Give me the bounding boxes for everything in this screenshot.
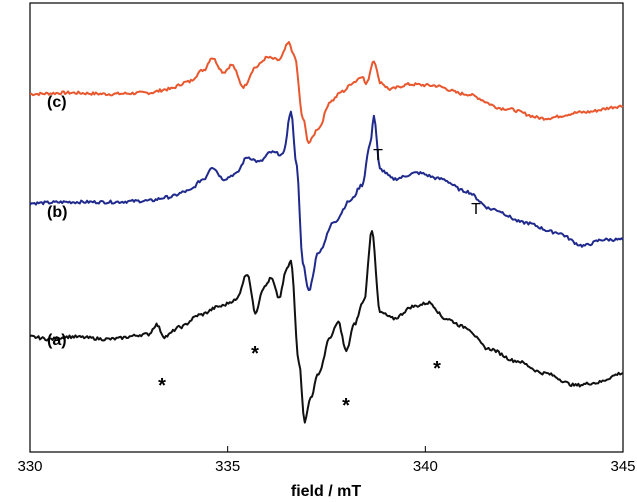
peak-annotations: T T * * * * bbox=[158, 147, 481, 417]
series-label: (c) bbox=[47, 94, 67, 111]
series-line bbox=[29, 41, 624, 144]
series-line bbox=[29, 230, 624, 424]
series-lines bbox=[29, 41, 624, 424]
asterisk-marker: * bbox=[433, 358, 441, 380]
series-label: (b) bbox=[47, 204, 67, 221]
x-tick-label: 340 bbox=[413, 458, 438, 475]
x-tick-label: 335 bbox=[215, 458, 240, 475]
transition-marker-T: T bbox=[373, 147, 383, 164]
x-axis-title: field / mT bbox=[291, 483, 361, 500]
asterisk-marker: * bbox=[342, 395, 350, 417]
x-tick-label: 330 bbox=[17, 458, 42, 475]
series-line bbox=[29, 110, 624, 292]
asterisk-marker: * bbox=[251, 343, 259, 365]
transition-marker-T: T bbox=[471, 201, 481, 218]
series-label: (a) bbox=[47, 332, 67, 349]
x-tick-label: 345 bbox=[610, 458, 635, 475]
x-axis-ticks: 330 335 340 345 bbox=[17, 446, 636, 475]
series-labels: (c) (b) (a) bbox=[47, 94, 67, 349]
asterisk-marker: * bbox=[158, 375, 166, 397]
plot-area-frame bbox=[29, 2, 624, 453]
